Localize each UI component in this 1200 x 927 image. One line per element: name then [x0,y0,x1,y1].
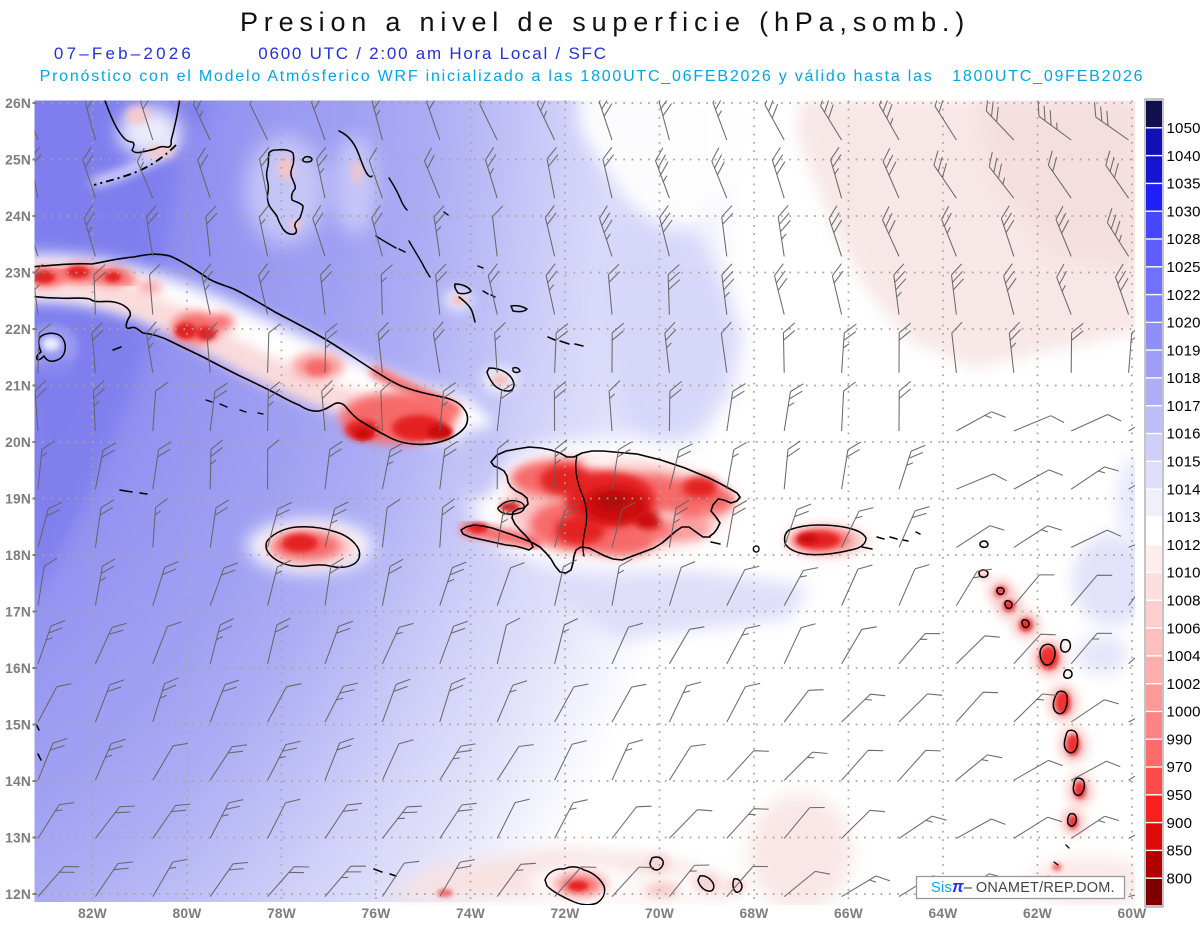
svg-text:1006: 1006 [1167,620,1200,637]
svg-text:64W: 64W [929,906,959,921]
svg-text:0600 UTC / 2:00 am Hora Local: 0600 UTC / 2:00 am Hora Local / SFC [258,44,607,63]
svg-text:20N: 20N [5,435,31,450]
svg-text:1013: 1013 [1167,509,1200,526]
svg-text:1025: 1025 [1167,259,1200,276]
svg-text:1050: 1050 [1167,120,1200,137]
svg-text:66W: 66W [834,906,864,921]
svg-text:1018: 1018 [1167,370,1200,387]
svg-text:800: 800 [1167,870,1193,887]
svg-text:Sisπ– ONAMET/REP.DOM.: Sisπ– ONAMET/REP.DOM. [931,878,1115,896]
svg-text:76W: 76W [362,906,392,921]
svg-text:25N: 25N [5,153,31,168]
svg-text:970: 970 [1167,759,1193,776]
svg-text:950: 950 [1167,787,1193,804]
svg-text:26N: 26N [5,96,31,111]
svg-text:07–Feb–2026: 07–Feb–2026 [54,44,194,63]
svg-text:18N: 18N [5,548,31,563]
svg-text:23N: 23N [5,266,31,281]
svg-text:13N: 13N [5,831,31,846]
svg-text:1008: 1008 [1167,593,1200,610]
svg-text:1012: 1012 [1167,537,1200,554]
svg-text:62W: 62W [1023,906,1053,921]
svg-text:1019: 1019 [1167,342,1200,359]
svg-text:1010: 1010 [1167,565,1200,582]
svg-text:60W: 60W [1118,906,1148,921]
svg-text:1022: 1022 [1167,287,1200,304]
svg-text:68W: 68W [740,906,770,921]
svg-text:72W: 72W [551,906,581,921]
svg-text:19N: 19N [5,492,31,507]
svg-text:24N: 24N [5,209,31,224]
svg-text:Pronóstico con el Modelo Atmós: Pronóstico con el Modelo Atmósferico WRF… [40,68,1145,85]
svg-text:15N: 15N [5,718,31,733]
svg-text:850: 850 [1167,843,1193,860]
svg-text:1020: 1020 [1167,315,1200,332]
svg-text:17N: 17N [5,605,31,620]
svg-text:16N: 16N [5,661,31,676]
svg-text:22N: 22N [5,322,31,337]
svg-text:82W: 82W [78,906,108,921]
svg-text:70W: 70W [645,906,675,921]
svg-text:1014: 1014 [1167,481,1200,498]
svg-text:Presion a nivel de superficie: Presion a nivel de superficie (hPa,somb.… [240,7,970,37]
svg-text:1002: 1002 [1167,676,1200,693]
svg-text:14N: 14N [5,774,31,789]
svg-text:990: 990 [1167,731,1193,748]
svg-text:1004: 1004 [1167,648,1200,665]
svg-text:1017: 1017 [1167,398,1200,415]
svg-text:1015: 1015 [1167,454,1200,471]
svg-text:1030: 1030 [1167,203,1200,220]
svg-text:1040: 1040 [1167,148,1200,165]
svg-text:900: 900 [1167,815,1193,832]
svg-text:21N: 21N [5,379,31,394]
svg-text:1000: 1000 [1167,704,1200,721]
svg-text:12N: 12N [5,887,31,902]
svg-text:1016: 1016 [1167,426,1200,443]
svg-text:74W: 74W [456,906,486,921]
svg-text:1035: 1035 [1167,176,1200,193]
svg-text:78W: 78W [267,906,297,921]
svg-text:1028: 1028 [1167,231,1200,248]
svg-text:80W: 80W [173,906,203,921]
